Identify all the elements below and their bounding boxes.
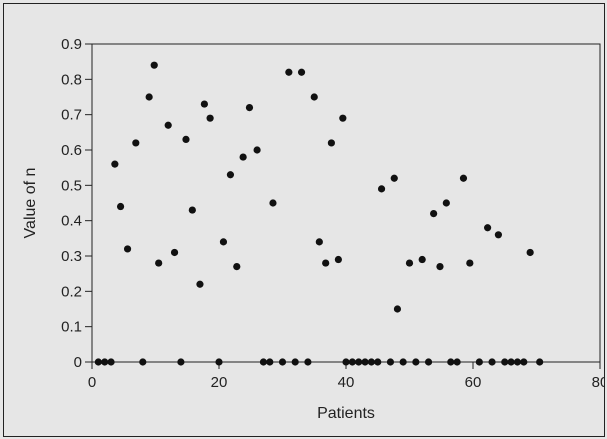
data-point xyxy=(310,93,318,101)
data-point xyxy=(405,259,414,267)
data-point xyxy=(436,263,444,271)
data-point xyxy=(107,358,115,366)
data-point xyxy=(188,206,196,214)
data-point xyxy=(239,153,247,161)
y-tick-label: 0.7 xyxy=(61,107,82,124)
data-point xyxy=(215,358,223,366)
data-point xyxy=(111,160,119,168)
x-tick-label: 0 xyxy=(88,374,96,391)
y-tick-label: 0.6 xyxy=(61,142,82,159)
data-point xyxy=(266,358,274,366)
data-point xyxy=(206,114,214,122)
data-point xyxy=(245,104,254,112)
y-tick-label: 0.9 xyxy=(61,36,82,53)
data-point xyxy=(355,358,363,366)
data-point xyxy=(442,199,450,207)
data-point xyxy=(412,358,420,366)
data-point xyxy=(501,358,509,366)
y-tick-label: 0.8 xyxy=(61,71,82,88)
data-point xyxy=(374,358,382,366)
data-point xyxy=(170,248,179,257)
data-point xyxy=(526,248,534,257)
axes xyxy=(91,43,601,363)
scatter-chart: 0 0.1 0.2 0.3 0.4 0.5 0.6 0.7 0.8 0.9 0 20 40 60 80 Pa… xyxy=(22,36,604,422)
data-point xyxy=(513,358,522,366)
data-point xyxy=(466,259,474,267)
data-point xyxy=(430,210,438,218)
data-point xyxy=(322,259,330,267)
y-axis-label: Value of n xyxy=(22,168,39,239)
data-point xyxy=(116,202,125,211)
y-tick-label: 0.5 xyxy=(61,177,82,194)
x-tick-label: 80 xyxy=(592,374,604,391)
data-point xyxy=(488,358,496,366)
x-tick-label: 20 xyxy=(211,374,228,391)
data-point xyxy=(348,358,356,366)
x-tick-label: 40 xyxy=(338,374,355,391)
y-tick-label: 0.3 xyxy=(61,248,82,265)
data-point xyxy=(304,358,312,366)
data-point xyxy=(390,174,398,182)
data-point xyxy=(269,199,277,207)
data-point xyxy=(155,259,163,267)
data-point xyxy=(536,358,544,366)
y-tick-label: 0.2 xyxy=(61,283,82,300)
data-point xyxy=(459,174,468,182)
tick-marks: 0 0.1 0.2 0.3 0.4 0.5 0.6 0.7 0.8 0.9 0 20 40 60 80 xyxy=(61,36,604,391)
data-point xyxy=(94,358,102,366)
data-point xyxy=(361,358,369,366)
data-point xyxy=(291,358,299,366)
data-point xyxy=(259,358,268,366)
data-point xyxy=(424,358,433,366)
y-tick-label: 0 xyxy=(74,354,82,371)
data-point xyxy=(297,68,306,76)
data-point xyxy=(453,358,461,366)
data-point xyxy=(334,255,342,264)
data-point xyxy=(507,358,515,366)
data-point xyxy=(386,358,395,366)
data-point xyxy=(253,146,261,154)
data-point xyxy=(367,358,375,366)
data-point xyxy=(226,171,235,179)
data-point xyxy=(315,238,323,246)
data-point xyxy=(484,224,492,232)
data-point xyxy=(327,139,335,147)
data-point xyxy=(196,280,204,288)
data-point xyxy=(132,139,140,147)
data-points xyxy=(94,61,544,366)
data-point xyxy=(177,358,185,366)
data-point xyxy=(418,255,426,264)
data-point xyxy=(399,358,407,366)
data-point xyxy=(182,135,190,143)
y-tick-label: 0.1 xyxy=(61,319,82,336)
x-axis-label: Patients xyxy=(317,405,375,422)
data-point xyxy=(200,100,208,108)
data-point xyxy=(520,358,528,366)
data-point xyxy=(342,358,350,366)
data-point xyxy=(494,231,502,239)
data-point xyxy=(377,185,386,193)
data-point xyxy=(101,358,109,366)
data-point xyxy=(278,358,287,366)
x-tick-label: 60 xyxy=(465,374,482,391)
data-point xyxy=(475,358,483,366)
plot-area-border xyxy=(91,43,601,363)
data-point xyxy=(285,68,293,76)
chart-frame: 0 0.1 0.2 0.3 0.4 0.5 0.6 0.7 0.8 0.9 0 20 40 60 80 Pa… xyxy=(3,3,605,437)
data-point xyxy=(233,263,241,271)
data-point xyxy=(150,61,158,69)
data-point xyxy=(447,358,455,366)
data-point xyxy=(219,238,228,246)
data-point xyxy=(139,358,147,366)
y-tick-label: 0.4 xyxy=(61,213,82,230)
data-point xyxy=(145,93,153,101)
data-point xyxy=(393,305,402,313)
data-point xyxy=(339,114,347,122)
data-point xyxy=(123,245,132,253)
data-point xyxy=(164,121,172,129)
